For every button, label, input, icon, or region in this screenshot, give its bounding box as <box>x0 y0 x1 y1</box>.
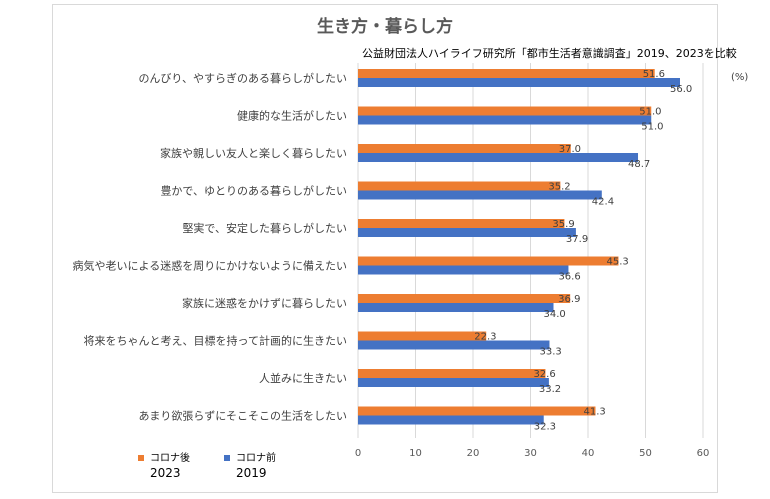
legend-label-before: コロナ前 <box>236 453 276 464</box>
unit-label: (%) <box>731 72 749 83</box>
bar-after <box>358 406 596 416</box>
data-label-after: 37.0 <box>559 144 581 155</box>
bar-before <box>358 265 569 275</box>
category-label: あまり欲張らずにそこそこの生活をしたい <box>138 409 347 423</box>
bar-before <box>358 378 549 387</box>
data-label-after: 51.0 <box>639 107 661 118</box>
bar-after <box>358 256 619 266</box>
bar-before <box>358 303 554 312</box>
category-label: 家族や親しい友人と楽しく暮らしたい <box>160 146 347 160</box>
bar-before <box>358 78 680 87</box>
bar-after <box>358 294 571 303</box>
data-label-before: 37.9 <box>566 234 588 245</box>
data-label-after: 32.6 <box>533 369 555 380</box>
category-label: 病気や老いによる迷惑を周りにかけないように備えたい <box>73 259 347 273</box>
bar-after <box>358 144 571 153</box>
x-tick-label: 0 <box>355 448 361 459</box>
data-label-before: 33.3 <box>539 347 561 358</box>
legend-year-before: 2019 <box>236 466 267 480</box>
bar-after <box>358 331 487 341</box>
data-label-before: 33.2 <box>539 384 561 395</box>
bar-before <box>358 153 639 162</box>
data-label-after: 22.3 <box>474 332 496 343</box>
chart-title: 生き方・暮らし方 <box>317 17 453 37</box>
data-label-before: 48.7 <box>628 159 650 170</box>
legend-swatch-before <box>224 455 230 461</box>
data-label-after: 45.3 <box>606 257 628 268</box>
bar-after <box>358 369 546 378</box>
data-label-before: 56.0 <box>670 84 692 95</box>
category-label: 堅実で、安定した暮らしがしたい <box>182 221 347 235</box>
x-tick-label: 20 <box>467 448 480 459</box>
bar-after <box>358 106 652 116</box>
category-label: 人並みに生きたい <box>259 371 347 385</box>
bar-after <box>358 69 655 78</box>
data-label-before: 36.6 <box>558 272 580 283</box>
chart-subtitle: 公益財団法人ハイライフ研究所「都市生活者意識調査」2019、2023を比較 <box>362 47 737 60</box>
bar-after <box>358 219 565 228</box>
legend-label-after: コロナ後 <box>150 453 190 464</box>
bar-after <box>358 181 561 191</box>
x-tick-label: 60 <box>697 448 710 459</box>
data-label-before: 42.4 <box>592 197 614 208</box>
data-label-before: 51.0 <box>641 122 663 133</box>
data-label-after: 36.9 <box>558 294 580 305</box>
x-tick-label: 40 <box>582 448 595 459</box>
category-label: 将来をちゃんと考え、目標を持って計画的に生きたい <box>84 334 347 348</box>
legend-item-before: コロナ前 2019 <box>224 449 276 480</box>
legend-year-after: 2023 <box>150 466 181 480</box>
category-label: 家族に迷惑をかけずに暮らしたい <box>182 296 347 310</box>
data-label-after: 35.9 <box>552 219 574 230</box>
category-label: 豊かで、ゆとりのある暮らしがしたい <box>160 184 347 198</box>
legend-swatch-after <box>138 455 144 461</box>
bar-before <box>358 190 602 200</box>
data-label-after: 51.6 <box>643 69 665 80</box>
x-tick-label: 10 <box>409 448 422 459</box>
category-label: のんびり、やすらぎのある暮らしがしたい <box>138 71 347 85</box>
x-tick-label: 30 <box>524 448 537 459</box>
legend-item-after: コロナ後 2023 <box>138 449 190 480</box>
x-tick-label: 50 <box>639 448 652 459</box>
data-label-after: 41.3 <box>583 407 605 418</box>
bar-before <box>358 228 576 237</box>
category-label: 健康的な生活がしたい <box>237 109 347 123</box>
bar-before <box>358 415 544 425</box>
bar-before <box>358 340 550 350</box>
data-label-before: 32.3 <box>534 422 556 433</box>
bar-before <box>358 115 652 125</box>
data-label-before: 34.0 <box>544 309 566 320</box>
data-label-after: 35.2 <box>548 182 570 193</box>
